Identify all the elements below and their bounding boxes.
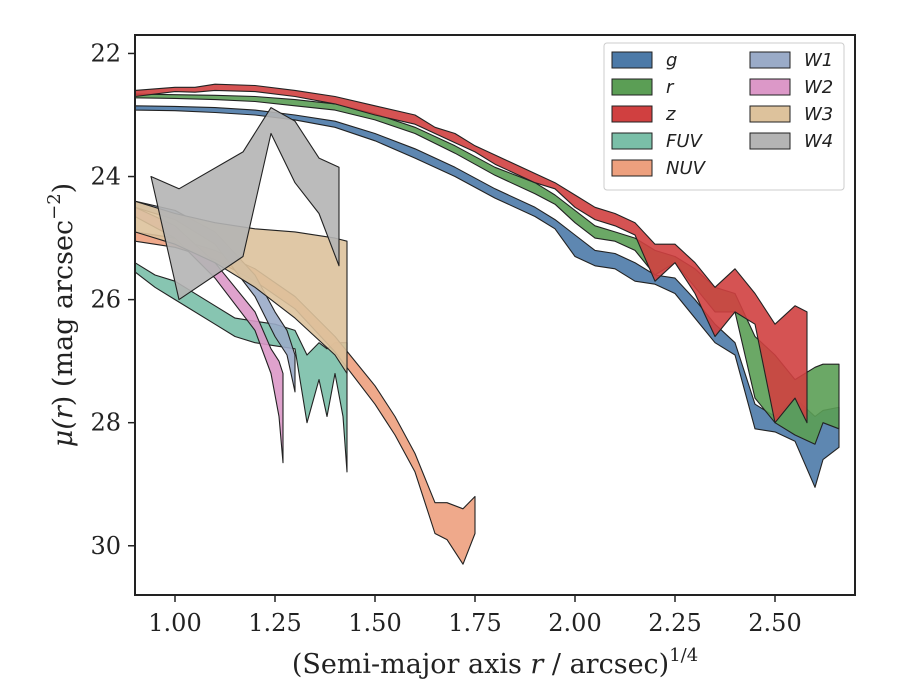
legend-label-r: r xyxy=(666,77,675,98)
legend-label-g: g xyxy=(666,50,677,71)
x-tick-label: 1.00 xyxy=(148,609,201,637)
legend-swatch-w2 xyxy=(749,78,791,96)
legend-label-z: z xyxy=(665,104,676,125)
y-axis-ticks: 22 24 26 28 30 xyxy=(90,39,135,560)
y-tick-label: 28 xyxy=(90,409,121,437)
x-tick-label: 2.25 xyxy=(648,609,701,637)
x-tick-label: 2.00 xyxy=(548,609,601,637)
x-tick-label: 1.75 xyxy=(448,609,501,637)
legend-label-w3: W3 xyxy=(804,104,833,125)
legend-label-w4: W4 xyxy=(804,131,833,152)
y-tick-label: 26 xyxy=(90,286,121,314)
profile-bands xyxy=(134,83,840,565)
legend-swatch-nuv xyxy=(611,159,653,177)
legend-swatch-w1 xyxy=(749,51,791,69)
y-axis-label: μ(r) (mag arcsec−2) xyxy=(44,183,79,447)
x-tick-label: 1.25 xyxy=(248,609,301,637)
band-z xyxy=(134,83,808,424)
legend-swatch-fuv xyxy=(611,132,653,150)
x-tick-label: 2.50 xyxy=(748,609,801,637)
legend-swatch-r xyxy=(611,78,653,96)
legend-label-w2: W2 xyxy=(804,77,833,98)
legend-swatch-g xyxy=(611,51,653,69)
x-axis-ticks: 1.00 1.25 1.50 1.75 2.00 2.25 2.50 xyxy=(148,595,802,637)
legend-swatch-z xyxy=(611,105,653,123)
x-tick-label: 1.50 xyxy=(348,609,401,637)
band-w4 xyxy=(150,107,340,301)
band-r xyxy=(134,93,840,445)
band-g xyxy=(134,105,840,488)
legend-label-w1: W1 xyxy=(804,50,833,71)
y-tick-label: 30 xyxy=(90,532,121,560)
y-tick-label: 22 xyxy=(90,39,121,67)
legend: grz FUV NUV W1 W2 W3 W4 xyxy=(603,42,845,191)
legend-label-fuv: FUV xyxy=(666,131,704,152)
x-axis-label: (Semi-major axis r / arcsec)1/4 xyxy=(292,645,698,680)
y-tick-label: 24 xyxy=(90,163,121,191)
legend-label-nuv: NUV xyxy=(666,158,707,179)
legend-swatch-w4 xyxy=(749,132,791,150)
legend-swatch-w3 xyxy=(749,105,791,123)
plot-frame xyxy=(134,34,856,596)
